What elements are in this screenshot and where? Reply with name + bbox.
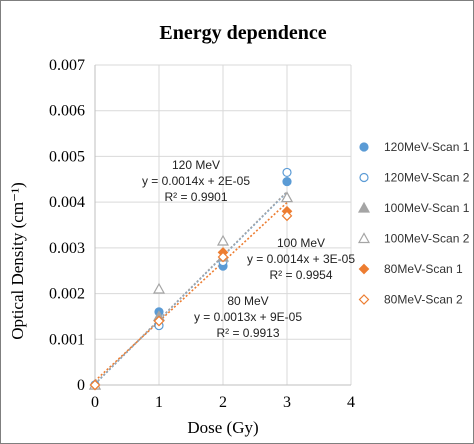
data-point-80mev-scan-2 <box>153 315 165 327</box>
y-tick-label: 0.001 <box>49 331 85 348</box>
legend-marker-120mev-scan-2 <box>359 172 369 183</box>
y-axis-label: Optical Density (cm⁻¹) <box>8 182 27 340</box>
trendline-r-squared: R² = 0.9954 <box>269 268 332 282</box>
data-point-100mev-scan-2 <box>216 234 230 246</box>
x-tick-label: 4 <box>347 394 355 411</box>
trendline-label: 120 MeV <box>172 158 220 172</box>
y-tick-label: 0.002 <box>49 286 85 303</box>
data-point-100mev-scan-2 <box>280 191 294 203</box>
chart-title: Energy dependence <box>159 22 326 44</box>
data-point-80mev-scan-2 <box>89 379 101 391</box>
trendline-equation: y = 0.0013x + 9E-05 <box>194 310 302 324</box>
x-tick-label: 0 <box>91 394 99 411</box>
trendline-r-squared: R² = 0.9913 <box>216 326 279 340</box>
data-point-120mev-scan-2 <box>282 167 292 178</box>
data-point-80mev-scan-2 <box>281 210 293 222</box>
data-point-100mev-scan-2 <box>152 282 166 294</box>
legend-marker-100mev-scan-2 <box>357 232 371 244</box>
legend-marker-100mev-scan-1 <box>357 201 371 213</box>
x-tick-label: 1 <box>155 394 163 411</box>
legend-label: 80MeV-Scan 2 <box>384 293 463 307</box>
trendline-label: 80 MeV <box>227 294 268 308</box>
legend-marker-80mev-scan-2 <box>358 294 370 305</box>
trendline-equation: y = 0.0014x + 2E-05 <box>142 174 250 188</box>
y-tick-label: 0.005 <box>49 148 85 165</box>
legend-label: 100MeV-Scan 2 <box>384 232 470 246</box>
y-tick-label: 0.004 <box>49 194 85 211</box>
trendline-r-squared: R² = 0.9901 <box>164 190 227 204</box>
legend-label: 120MeV-Scan 2 <box>384 171 470 185</box>
legend-marker-120mev-scan-1 <box>359 142 369 152</box>
trendlines <box>94 191 288 385</box>
data-point-120mev-scan-1 <box>282 176 292 187</box>
trendline-annotations: 120 MeV y = 0.0014x + 2E-05 R² = 0.9901 100… <box>142 158 355 340</box>
legend-label: 80MeV-Scan 1 <box>384 262 463 276</box>
legend: 120MeV-Scan 1 120MeV-Scan 2 100MeV-Scan 1 1… <box>357 140 470 307</box>
y-tick-label: 0.007 <box>49 57 85 74</box>
legend-label: 120MeV-Scan 1 <box>384 140 470 154</box>
tick-labels: 0 1 2 3 4 0 0.001 0.002 0.003 0.004 0.005 0.006 0.00… <box>49 57 355 411</box>
x-tick-label: 3 <box>283 394 291 411</box>
y-tick-label: 0.003 <box>49 240 85 257</box>
x-tick-label: 2 <box>219 394 227 411</box>
legend-marker-80mev-scan-1 <box>358 263 370 275</box>
trendline-100mev <box>94 191 288 385</box>
x-axis-label: Dose (Gy) <box>187 418 258 437</box>
axes <box>94 65 351 386</box>
legend-label: 100MeV-Scan 1 <box>384 201 470 215</box>
trendline-label: 100 MeV <box>277 236 325 250</box>
y-tick-label: 0.006 <box>49 103 85 120</box>
data-points <box>88 167 294 391</box>
data-point-80mev-scan-2 <box>217 251 229 263</box>
trendline-equation: y = 0.0014x + 3E-05 <box>247 252 355 266</box>
y-tick-label: 0 <box>77 377 85 394</box>
